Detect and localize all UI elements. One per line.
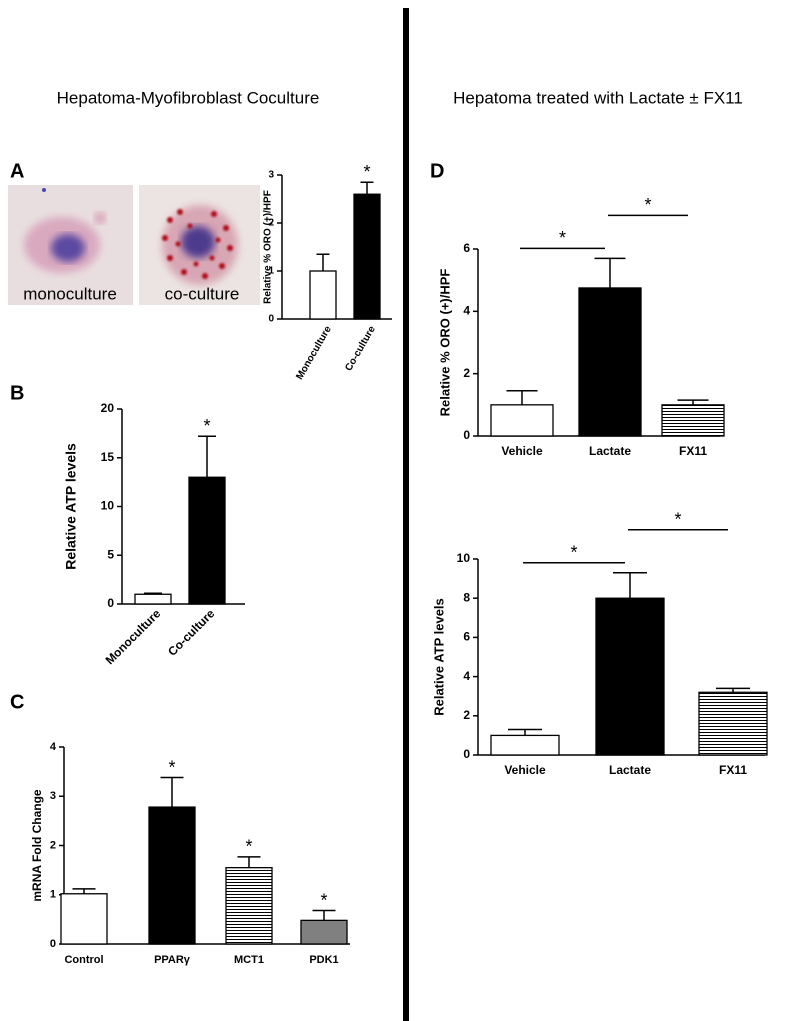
y-tick-label: 4 bbox=[463, 669, 470, 683]
significance: * bbox=[168, 757, 175, 777]
y-tick-label: 2 bbox=[50, 839, 56, 851]
significance: * bbox=[363, 162, 370, 182]
y-tick-label: 6 bbox=[463, 630, 470, 644]
y-tick-label: 15 bbox=[101, 450, 115, 464]
panel-label: C bbox=[10, 691, 24, 713]
error-bar bbox=[677, 399, 709, 405]
y-tick-label: 20 bbox=[101, 401, 115, 415]
significance: * bbox=[320, 890, 327, 910]
y-tick-label: 3 bbox=[268, 170, 274, 181]
x-tick-label: PDK1 bbox=[309, 954, 338, 966]
y-axis-label: Relative ATP levels bbox=[63, 443, 79, 570]
error-bar bbox=[716, 687, 750, 693]
x-tick-label: Co-culture bbox=[165, 606, 218, 659]
error-bar bbox=[198, 435, 216, 478]
header: Hepatoma-Myofibroblast Coculture bbox=[57, 88, 320, 107]
y-tick-label: 6 bbox=[463, 241, 470, 255]
significance: * bbox=[644, 195, 651, 215]
y-axis-label: mRNA Fold Change bbox=[30, 789, 44, 902]
panel-label: D bbox=[430, 160, 444, 182]
error-bar bbox=[312, 909, 336, 921]
significance: * bbox=[559, 228, 566, 248]
y-axis-label: Relative % ORO (+)/HPF bbox=[263, 190, 274, 304]
bar bbox=[353, 193, 381, 320]
y-tick-label: 0 bbox=[463, 428, 470, 442]
x-tick-label: Lactate bbox=[609, 763, 651, 777]
y-tick-label: 2 bbox=[463, 366, 470, 380]
micrograph bbox=[139, 185, 260, 305]
bar bbox=[490, 734, 560, 756]
x-tick-label: Monoculture bbox=[294, 324, 334, 382]
y-axis-label: Relative ATP levels bbox=[431, 598, 446, 716]
y-tick-label: 0 bbox=[463, 747, 470, 761]
bar bbox=[595, 597, 665, 756]
panel-label: A bbox=[10, 160, 24, 182]
x-tick-label: Control bbox=[64, 954, 103, 966]
y-tick-label: 1 bbox=[268, 266, 274, 277]
bar bbox=[225, 867, 273, 945]
image-label: monoculture bbox=[23, 284, 117, 303]
bar bbox=[188, 476, 226, 605]
bar bbox=[578, 287, 642, 437]
x-tick-label: PPARγ bbox=[154, 954, 191, 966]
x-tick-label: MCT1 bbox=[234, 954, 264, 966]
significance: * bbox=[674, 509, 681, 529]
y-tick-label: 3 bbox=[50, 790, 56, 802]
bar bbox=[300, 919, 348, 945]
error-bar bbox=[506, 390, 538, 405]
panel-label: B bbox=[10, 382, 24, 404]
error-bar bbox=[72, 888, 96, 894]
significance: * bbox=[570, 542, 577, 562]
error-bar bbox=[237, 856, 261, 868]
bar bbox=[490, 404, 554, 437]
x-tick-label: Vehicle bbox=[501, 444, 543, 458]
y-tick-label: 10 bbox=[457, 551, 471, 565]
y-tick-label: 0 bbox=[107, 596, 114, 610]
bar bbox=[134, 593, 172, 605]
error-bar bbox=[360, 181, 374, 195]
y-tick-label: 10 bbox=[101, 499, 115, 513]
image-label: co-culture bbox=[165, 284, 240, 303]
x-tick-label: Co-culture bbox=[343, 324, 378, 373]
y-tick-label: 1 bbox=[50, 889, 56, 901]
x-tick-label: FX11 bbox=[679, 444, 707, 458]
bar bbox=[148, 806, 196, 945]
y-tick-label: 4 bbox=[463, 304, 470, 318]
error-bar bbox=[144, 592, 162, 595]
y-tick-label: 2 bbox=[268, 218, 274, 229]
error-bar bbox=[594, 257, 626, 288]
bar bbox=[60, 893, 108, 945]
y-axis-label: Relative % ORO (+)/HPF bbox=[437, 269, 452, 417]
y-tick-label: 4 bbox=[50, 741, 57, 753]
bar bbox=[661, 404, 725, 437]
x-tick-label: Lactate bbox=[589, 444, 631, 458]
bar bbox=[309, 270, 337, 320]
x-tick-label: Monoculture bbox=[103, 606, 164, 667]
header: Hepatoma treated with Lactate ± FX11 bbox=[453, 88, 743, 107]
error-bar bbox=[613, 571, 647, 599]
error-bar bbox=[508, 728, 542, 736]
y-tick-label: 5 bbox=[107, 547, 114, 561]
x-tick-label: Vehicle bbox=[504, 763, 546, 777]
y-tick-label: 0 bbox=[268, 314, 274, 325]
error-bar bbox=[160, 776, 184, 808]
x-tick-label: FX11 bbox=[719, 763, 747, 777]
micrograph bbox=[8, 185, 133, 305]
y-tick-label: 2 bbox=[463, 708, 470, 722]
significance: * bbox=[245, 837, 252, 857]
significance: * bbox=[203, 416, 210, 436]
error-bar bbox=[316, 253, 330, 271]
y-tick-label: 0 bbox=[50, 938, 56, 950]
y-tick-label: 8 bbox=[463, 590, 470, 604]
bar bbox=[698, 691, 768, 756]
